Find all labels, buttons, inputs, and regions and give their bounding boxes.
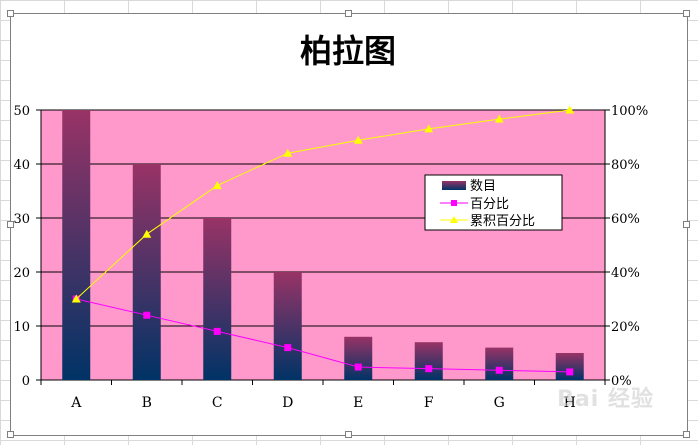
legend-label-count: 数目: [470, 179, 496, 194]
percent-point: [143, 311, 151, 319]
cumulative-line: [75, 109, 570, 300]
cumulative-point: [424, 124, 434, 133]
percent-point: [284, 344, 292, 352]
bar: [203, 218, 232, 380]
x-tick-label: A: [70, 395, 82, 411]
y-left-tick-label: 40: [13, 158, 30, 173]
bar: [273, 272, 302, 380]
percent-point: [495, 366, 503, 374]
bar: [485, 347, 514, 380]
plot-background: [41, 110, 605, 380]
cumulative-point: [353, 135, 363, 144]
bar: [414, 342, 443, 380]
resize-handle-bottom-right[interactable]: [683, 431, 690, 438]
percent-point: [354, 363, 362, 371]
y-left-tick-label: 50: [13, 104, 30, 119]
bar: [62, 110, 91, 380]
percent-point: [425, 365, 433, 373]
legend-bar-swatch: [442, 181, 466, 190]
y-right-tick-label: 80%: [611, 158, 640, 173]
cumulative-point: [142, 229, 152, 238]
cumulative-point: [283, 148, 293, 157]
x-tick-label: F: [424, 395, 434, 411]
y-left-tick-label: 30: [13, 212, 30, 227]
legend-label-cumulative: 累积百分比: [470, 214, 535, 229]
resize-handle-right[interactable]: [683, 221, 690, 228]
x-tick-label: C: [212, 395, 223, 411]
resize-handle-top-left[interactable]: [7, 10, 14, 17]
y-right-tick-label: 100%: [611, 104, 648, 119]
y-left-tick-label: 20: [13, 266, 30, 281]
resize-handle-top-right[interactable]: [683, 10, 690, 17]
percent-line: [76, 298, 570, 373]
chart-title: 柏拉图: [300, 32, 396, 70]
y-left-tick-label: 10: [13, 320, 30, 335]
legend: 数目 百分比 累积百分比: [424, 174, 563, 231]
resize-handle-top[interactable]: [345, 10, 352, 17]
percent-point: [213, 327, 221, 335]
x-tick-label: G: [494, 395, 505, 411]
x-tick-label: B: [142, 395, 152, 411]
y-left-tick-label: 0: [22, 374, 30, 389]
y-right-tick-label: 20%: [611, 320, 640, 335]
resize-handle-bottom-left[interactable]: [7, 431, 14, 438]
bar: [132, 164, 161, 380]
cumulative-point: [212, 181, 222, 190]
x-tick-label: H: [564, 395, 576, 411]
legend-percent-marker: [451, 200, 457, 206]
x-tick-label: E: [353, 395, 363, 411]
legend-label-percent: 百分比: [470, 197, 509, 212]
cumulative-point: [71, 294, 81, 303]
cumulative-point: [565, 105, 575, 114]
resize-handle-left[interactable]: [7, 221, 14, 228]
bar: [344, 336, 373, 380]
bar: [555, 353, 584, 380]
x-tick-label: D: [282, 395, 293, 411]
cumulative-point: [494, 114, 504, 123]
legend-cumulative-marker: [450, 216, 458, 223]
y-right-tick-label: 40%: [611, 266, 640, 281]
percent-point: [566, 368, 574, 376]
watermark: Bai 经验: [557, 387, 654, 412]
y-right-tick-label: 0%: [611, 374, 632, 389]
resize-handle-bottom[interactable]: [345, 431, 352, 438]
y-right-tick-label: 60%: [611, 212, 640, 227]
